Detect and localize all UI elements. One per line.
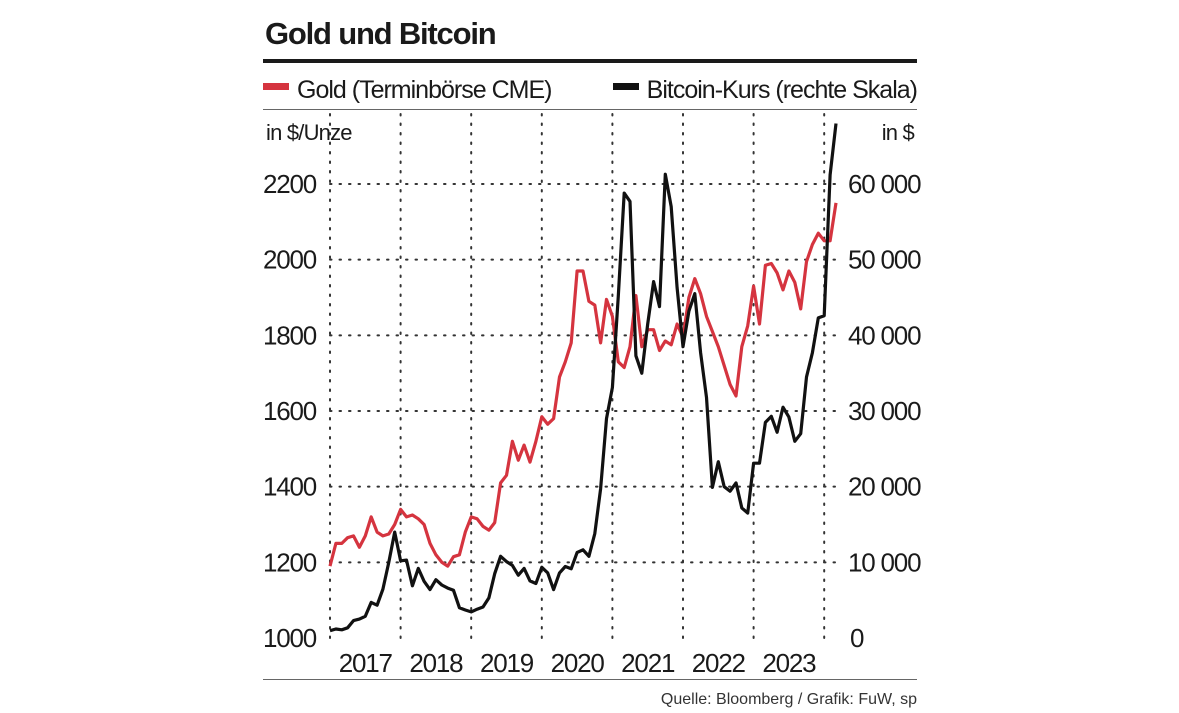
left-tick-label: 1400 — [263, 472, 317, 502]
legend-swatch-gold — [263, 83, 289, 90]
bitcoin-line — [329, 123, 838, 633]
x-tick-label: 2017 — [339, 648, 393, 678]
left-tick-label: 1000 — [263, 623, 317, 653]
right-tick-label: 50 000 — [848, 245, 921, 275]
title-rule — [263, 59, 917, 63]
legend-swatch-bitcoin — [613, 83, 639, 90]
tick-labels: 1000 1200 1400 1600 1800 2000 2200 0 10 000 20 00… — [263, 169, 922, 678]
right-tick-label: 40 000 — [848, 320, 921, 350]
left-tick-label: 2200 — [263, 169, 317, 199]
bottom-rule — [263, 679, 917, 680]
gridlines — [329, 113, 837, 647]
series-lines — [328, 123, 838, 633]
right-tick-label: 30 000 — [848, 396, 921, 426]
left-axis-unit: in $/Unze — [266, 120, 352, 145]
right-axis-unit: in $ — [882, 120, 915, 145]
left-tick-label: 1800 — [263, 320, 317, 350]
legend-label-gold: Gold (Terminbörse CME) — [297, 76, 551, 104]
right-tick-label: 20 000 — [848, 472, 921, 502]
source-note: Quelle: Bloomberg / Grafik: FuW, sp — [661, 691, 917, 708]
left-tick-label: 1600 — [263, 396, 317, 426]
right-tick-label: 0 — [850, 623, 864, 653]
right-tick-label: 60 000 — [848, 169, 921, 199]
gold-line — [328, 202, 838, 568]
left-tick-label: 1200 — [263, 547, 317, 577]
x-tick-label: 2020 — [551, 648, 605, 678]
x-tick-label: 2019 — [480, 648, 534, 678]
x-tick-label: 2023 — [762, 648, 816, 678]
x-tick-label: 2022 — [692, 648, 746, 678]
left-tick-label: 2000 — [263, 245, 317, 275]
x-tick-label: 2021 — [621, 648, 675, 678]
legend-label-bitcoin: Bitcoin-Kurs (rechte Skala) — [647, 76, 917, 104]
chart-title: Gold und Bitcoin — [265, 16, 496, 51]
right-tick-label: 10 000 — [848, 547, 921, 577]
legend-rule — [263, 109, 917, 110]
x-tick-label: 2018 — [409, 648, 463, 678]
